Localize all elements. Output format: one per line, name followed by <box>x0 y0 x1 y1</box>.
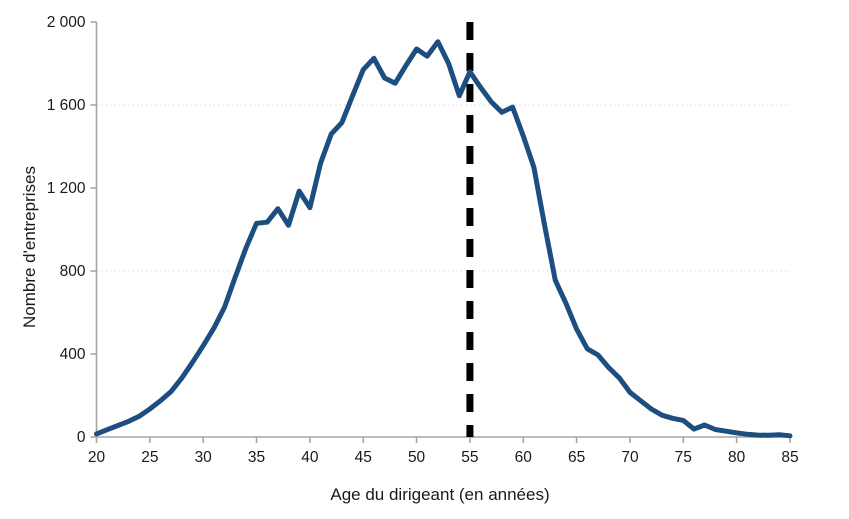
x-tick-label: 20 <box>88 449 106 466</box>
x-tick-label: 60 <box>515 449 533 466</box>
x-tick-label: 75 <box>675 449 692 466</box>
data-series-line <box>94 39 793 439</box>
x-tick-label: 65 <box>568 449 585 466</box>
x-tick-label: 85 <box>781 449 798 466</box>
x-axis-title: Age du dirigeant (en années) <box>330 485 550 504</box>
y-tick-label: 2 000 <box>47 14 86 31</box>
y-tick-label: 400 <box>60 346 86 363</box>
x-tick-label: 80 <box>728 449 746 466</box>
x-tick-label: 55 <box>461 449 478 466</box>
x-tick-label: 70 <box>621 449 639 466</box>
x-tick-label: 25 <box>141 449 158 466</box>
y-tick-label: 1 600 <box>47 97 86 114</box>
x-tick-label: 40 <box>301 449 319 466</box>
y-tick-label: 1 200 <box>47 180 86 197</box>
y-tick-label: 800 <box>60 263 86 280</box>
x-tick-label: 45 <box>355 449 372 466</box>
y-tick-label: 0 <box>77 429 86 446</box>
x-tick-label: 30 <box>195 449 213 466</box>
x-tick-label: 35 <box>248 449 265 466</box>
y-axis-title: Nombre d'entreprises <box>20 166 39 328</box>
x-tick-label: 50 <box>408 449 426 466</box>
